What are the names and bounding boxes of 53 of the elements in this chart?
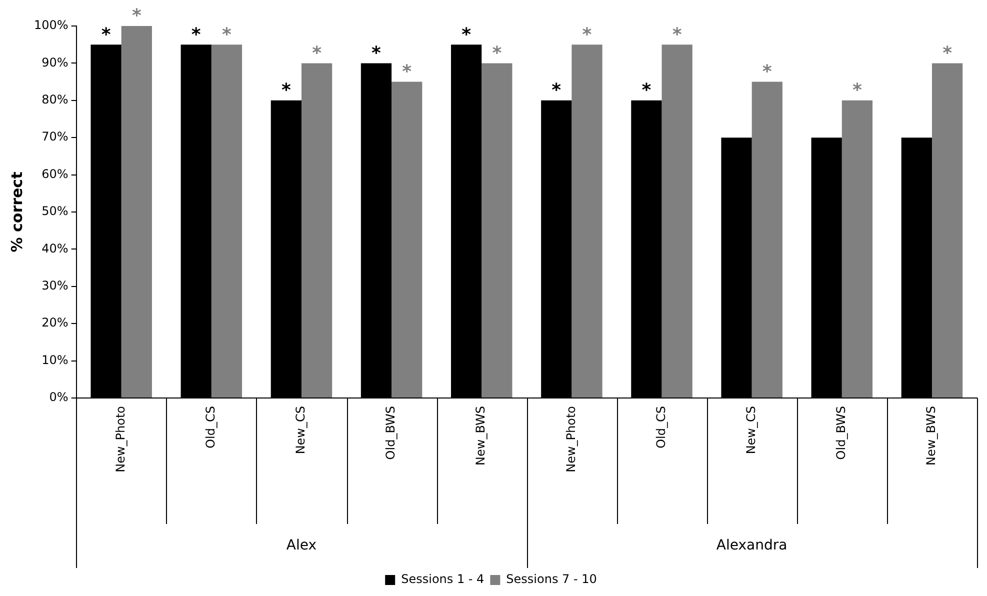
y-tick-label: 0% bbox=[49, 390, 68, 404]
y-tick-label: 50% bbox=[42, 204, 68, 218]
legend-label: Sessions 7 - 10 bbox=[506, 572, 597, 586]
data-label: * bbox=[312, 42, 322, 64]
x-tick-label: New_Photo bbox=[564, 406, 578, 472]
y-tick-label: 100% bbox=[34, 18, 68, 32]
data-label: * bbox=[191, 24, 202, 46]
x-tick-label: Old_BWS bbox=[384, 406, 398, 460]
bar bbox=[662, 44, 692, 398]
bar bbox=[572, 44, 602, 398]
bar bbox=[392, 82, 422, 398]
data-label: * bbox=[222, 24, 232, 46]
data-label: * bbox=[402, 61, 412, 82]
data-label: * bbox=[281, 80, 292, 102]
bar bbox=[752, 82, 782, 398]
bar bbox=[932, 63, 963, 398]
x-tick-label: New_CS bbox=[744, 406, 758, 454]
text: Alexandra bbox=[716, 538, 788, 554]
y-tick-label: 90% bbox=[42, 55, 68, 70]
y-tick-label: 40% bbox=[42, 241, 68, 256]
data-label: * bbox=[762, 61, 772, 82]
y-tick-label: 80% bbox=[42, 92, 68, 107]
text: Alex bbox=[286, 538, 317, 554]
y-tick-label: 30% bbox=[42, 278, 68, 293]
y-tick-label: 20% bbox=[42, 316, 68, 330]
bar bbox=[301, 63, 332, 398]
x-tick-label: New_BWS bbox=[474, 406, 488, 466]
y-axis-title: % correct bbox=[8, 172, 26, 252]
bar bbox=[211, 44, 242, 398]
x-tick-label: New_Photo bbox=[113, 406, 128, 472]
x-tick-label: Old_CS bbox=[654, 406, 668, 448]
y-tick-label: 60% bbox=[42, 166, 68, 181]
data-label: * bbox=[852, 80, 862, 102]
bar bbox=[121, 26, 152, 398]
bar bbox=[482, 63, 512, 398]
data-label: * bbox=[372, 42, 382, 64]
x-tick-label: New_CS bbox=[294, 406, 308, 454]
bar bbox=[842, 100, 873, 398]
x-tick-label: Old_BWS bbox=[834, 406, 848, 460]
data-label: * bbox=[552, 80, 562, 102]
data-label: * bbox=[942, 42, 953, 64]
y-tick-label: 10% bbox=[42, 352, 68, 367]
y-tick-label: 70% bbox=[42, 130, 68, 144]
data-label: * bbox=[672, 24, 682, 46]
data-label: * bbox=[462, 24, 472, 46]
data-label: * bbox=[492, 42, 502, 64]
data-label: * bbox=[642, 80, 652, 102]
x-tick-label: New_BWS bbox=[924, 406, 938, 466]
data-label: * bbox=[101, 24, 112, 46]
data-label: * bbox=[582, 24, 592, 46]
legend-label: Sessions 1 - 4 bbox=[401, 572, 484, 586]
data-label: * bbox=[132, 6, 142, 27]
x-tick-label: Old_CS bbox=[204, 406, 218, 448]
